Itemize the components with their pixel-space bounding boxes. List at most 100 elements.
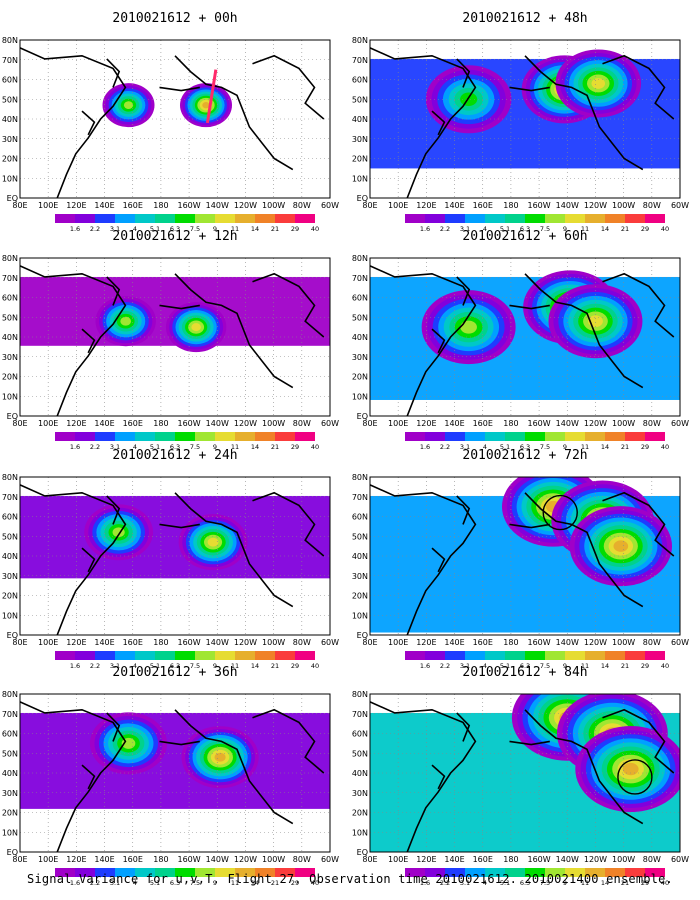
colorbar-swatch (175, 868, 195, 877)
colorbar-label: 2.2 (440, 662, 450, 670)
variance-field (370, 694, 680, 852)
coastline (159, 740, 200, 746)
coastline (174, 273, 294, 389)
colorbar-swatch (445, 868, 465, 877)
colorbar-label: 5.1 (500, 879, 510, 887)
x-tick-label: 80E (12, 419, 27, 428)
colorbar-swatch (445, 432, 465, 441)
colorbar-label: 2.2 (440, 879, 450, 887)
coastline (524, 273, 644, 389)
coastline (81, 328, 96, 354)
x-tick-label: 80W (293, 201, 311, 210)
colorbar-swatch (135, 651, 155, 660)
x-tick-label: 160W (527, 201, 550, 210)
colorbar-swatch (155, 214, 175, 223)
colorbar-swatch (505, 432, 525, 441)
x-tick-label: 100E (38, 201, 58, 210)
colorbar-swatch (115, 432, 135, 441)
colorbar-label: 9 (563, 879, 567, 887)
x-tick-label: 160E (473, 201, 493, 210)
coastline (456, 276, 471, 306)
x-tick-label: 120W (584, 419, 607, 428)
colorbar-swatch (545, 868, 565, 877)
colorbar-swatch (425, 651, 445, 660)
colorbar-swatch (195, 651, 215, 660)
colorbar-label: 21 (271, 662, 279, 670)
coastline (106, 58, 121, 88)
colorbar-swatch (75, 432, 95, 441)
colorbar-label: 1.6 (70, 225, 80, 233)
map-panel: 2010021612 + 84h 80N 70N 60N 50N 40N 30N 20N 10N… (352, 665, 689, 887)
x-tick-label: 60W (671, 855, 689, 864)
colorbar-swatch (275, 214, 295, 223)
coastline (20, 484, 127, 635)
colorbar-swatch (95, 214, 115, 223)
colorbar-swatch (295, 432, 315, 441)
x-tick-label: 120W (584, 201, 607, 210)
colorbar-label: 1.6 (70, 662, 80, 670)
colorbar-swatch (405, 432, 425, 441)
x-tick-label: 160W (177, 855, 200, 864)
colorbar-label: 14 (251, 879, 259, 887)
panel-title: 2010021612 + 36h (112, 665, 237, 680)
coastline (81, 110, 96, 136)
colorbar-label: 40 (661, 879, 669, 887)
colorbar-label: 6.3 (520, 879, 530, 887)
colorbar-label: 7.5 (540, 443, 550, 451)
y-tick-label: 60N (2, 294, 18, 303)
coastline (431, 110, 446, 136)
coastline (20, 701, 127, 852)
colorbar-label: 1.6 (420, 443, 430, 451)
colorbar-label: 3.1 (110, 225, 120, 233)
colorbar-swatch (195, 868, 215, 877)
y-tick-label: 50N (2, 313, 18, 322)
colorbar-label: 5.1 (500, 662, 510, 670)
y-tick-label: 50N (352, 95, 368, 104)
y-tick-label: 50N (352, 313, 368, 322)
x-tick-label: 160E (473, 419, 493, 428)
colorbar-label: 11 (581, 879, 589, 887)
colorbar-swatch (645, 214, 665, 223)
x-tick-label: 100W (612, 855, 635, 864)
panel-title: 2010021612 + 48h (462, 11, 587, 26)
colorbar-label: 2.2 (90, 225, 100, 233)
colorbar-swatch (405, 868, 425, 877)
x-tick-label: 80E (362, 638, 377, 647)
colorbar-swatch (625, 214, 645, 223)
colorbar-label: 14 (601, 443, 609, 451)
y-tick-label: 80N (2, 36, 18, 45)
x-tick-label: 160W (527, 638, 550, 647)
coastline (252, 54, 325, 120)
colorbar-label: 9 (213, 662, 217, 670)
colorbar-swatch (135, 432, 155, 441)
y-tick-label: 40N (352, 333, 368, 342)
colorbar-swatch (75, 868, 95, 877)
map-panel: 2010021612 + 60h 80N 70N 60N 50N 40N 30N 20N 10N… (352, 229, 689, 451)
variance-field (20, 40, 330, 198)
colorbar-label: 7.5 (190, 225, 200, 233)
y-tick-label: 50N (352, 532, 368, 541)
colorbar-label: 1.6 (420, 879, 430, 887)
coastline (81, 764, 96, 790)
colorbar-swatch (215, 432, 235, 441)
colorbar-label: 11 (231, 225, 239, 233)
coastline (370, 47, 477, 198)
y-tick-label: 70N (2, 710, 18, 719)
x-tick-label: 140W (206, 419, 229, 428)
colorbar-label: 40 (311, 443, 319, 451)
y-tick-label: 10N (2, 174, 18, 183)
x-tick-label: 100E (38, 855, 58, 864)
colorbar-swatch (585, 432, 605, 441)
coastline (252, 272, 325, 338)
coastline (524, 55, 644, 171)
colorbar-swatch (645, 868, 665, 877)
colorbar-label: 6.3 (520, 443, 530, 451)
colorbar-label: 9 (213, 443, 217, 451)
colorbar-swatch (445, 651, 465, 660)
variance-maximum (591, 78, 606, 89)
colorbar-label: 21 (621, 662, 629, 670)
colorbar-label: 7.5 (190, 662, 200, 670)
colorbar-swatch (625, 868, 645, 877)
colorbar-swatch (465, 868, 485, 877)
